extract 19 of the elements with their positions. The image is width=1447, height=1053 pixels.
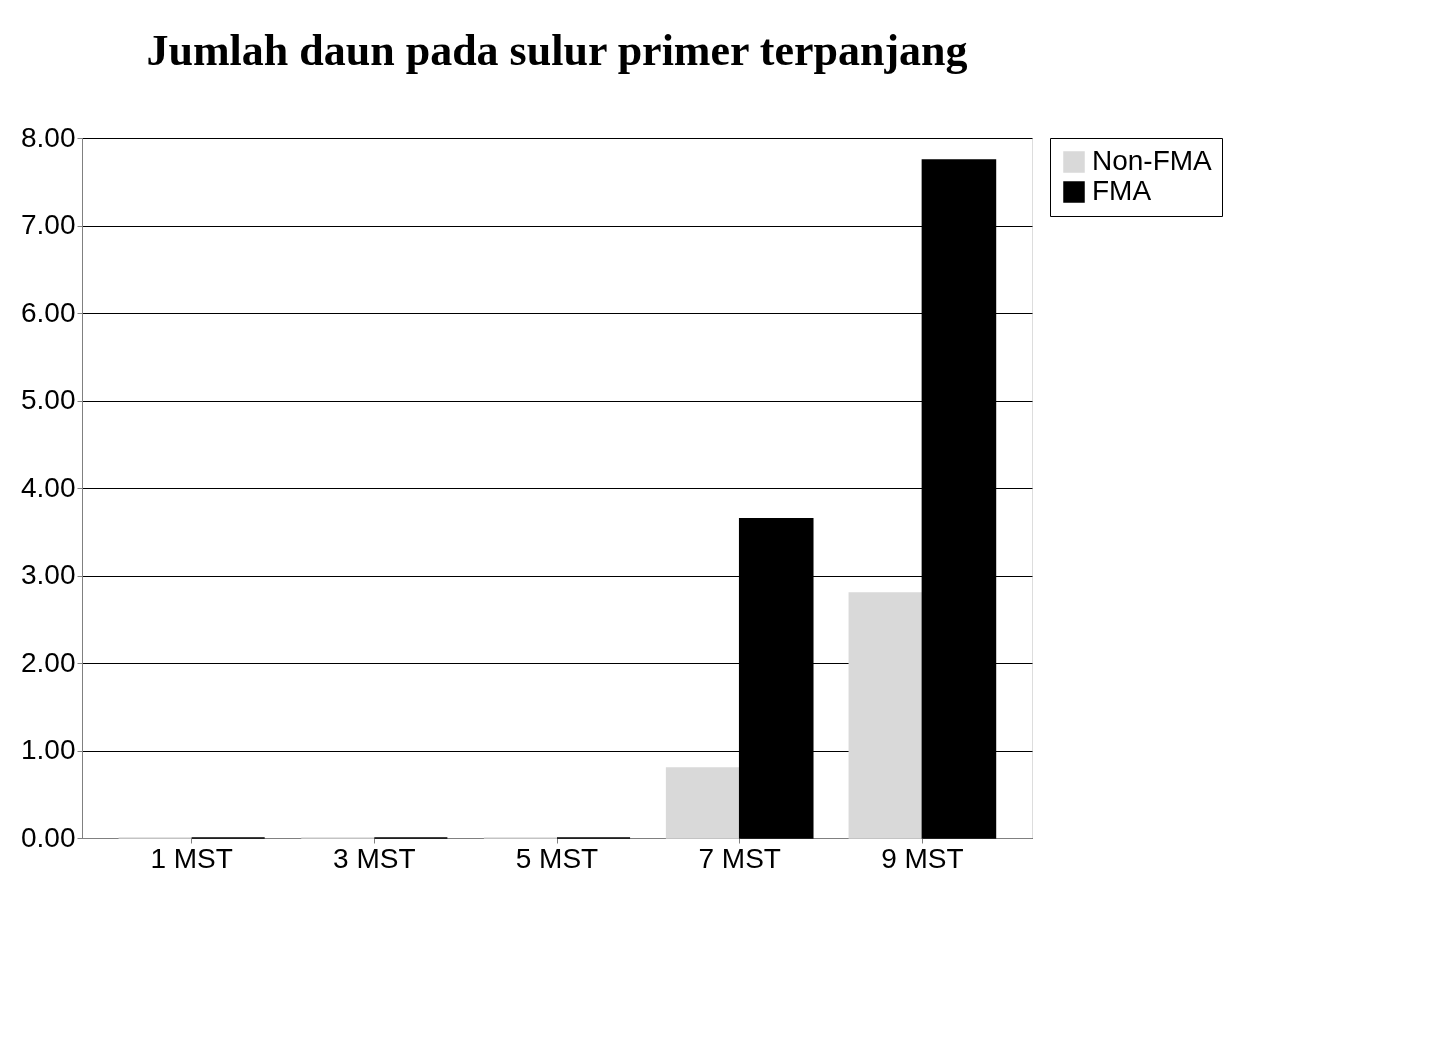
y-tick-label: 7.00 — [21, 209, 76, 240]
chart-title: Jumlah daun pada sulur primer terpanjang — [146, 26, 968, 75]
x-tick-label: 5 MST — [515, 842, 599, 874]
bar — [665, 767, 741, 839]
x-tick-label: 7 MST — [698, 842, 781, 874]
y-tick-label: 2.00 — [21, 646, 76, 678]
bar — [848, 592, 924, 839]
y-tick-label: 4.00 — [21, 471, 76, 503]
legend-label: FMA — [1092, 175, 1152, 206]
y-tick-label: 3.00 — [21, 559, 76, 590]
y-tick-label: 1.00 — [21, 734, 76, 765]
x-tick-label: 1 MST — [150, 842, 233, 874]
legend-label: Non-FMA — [1092, 145, 1213, 176]
y-tick-label: 6.00 — [21, 296, 76, 328]
y-tick-label: 8.00 — [21, 121, 76, 153]
x-tick-label: 3 MST — [333, 842, 416, 874]
y-tick-label: 0.00 — [21, 821, 76, 853]
x-tick-label: 9 MST — [881, 842, 964, 874]
y-tick-label: 5.00 — [21, 384, 76, 415]
